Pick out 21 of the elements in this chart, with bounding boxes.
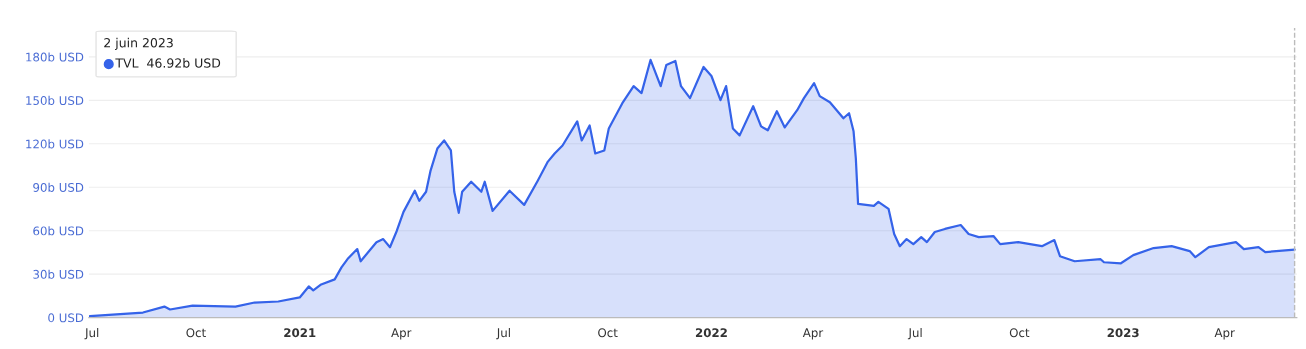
y-tick-label: 30b USD	[33, 269, 84, 279]
x-tick-label: Oct	[186, 328, 206, 338]
x-tick-label: 2023	[1107, 328, 1139, 338]
y-tick-label: 120b USD	[26, 139, 84, 149]
y-tick-label: 180b USD	[26, 52, 84, 62]
x-tick-label: Jul	[496, 328, 510, 340]
x-tick-label: Oct	[1009, 328, 1030, 338]
x-tick-label: Apr	[1214, 328, 1235, 340]
x-tick-label: Apr	[391, 328, 412, 340]
annotation: TVL 46.92b USD	[115, 58, 221, 68]
annotation: 2 juin 2023	[104, 37, 173, 50]
x-tick-label: Jul	[907, 328, 922, 340]
y-tick-label: 150b USD	[26, 95, 84, 105]
x-tick-label: Apr	[802, 328, 824, 340]
y-tick-label: 0 USD	[48, 313, 84, 323]
x-tick-label: 2022	[695, 328, 727, 338]
y-tick-label: 90b USD	[33, 182, 84, 192]
x-tick-label: Oct	[598, 328, 618, 338]
x-tick-label: 2021	[284, 328, 316, 338]
y-tick-label: 60b USD	[33, 226, 84, 236]
x-tick-label: Jul	[84, 328, 99, 340]
